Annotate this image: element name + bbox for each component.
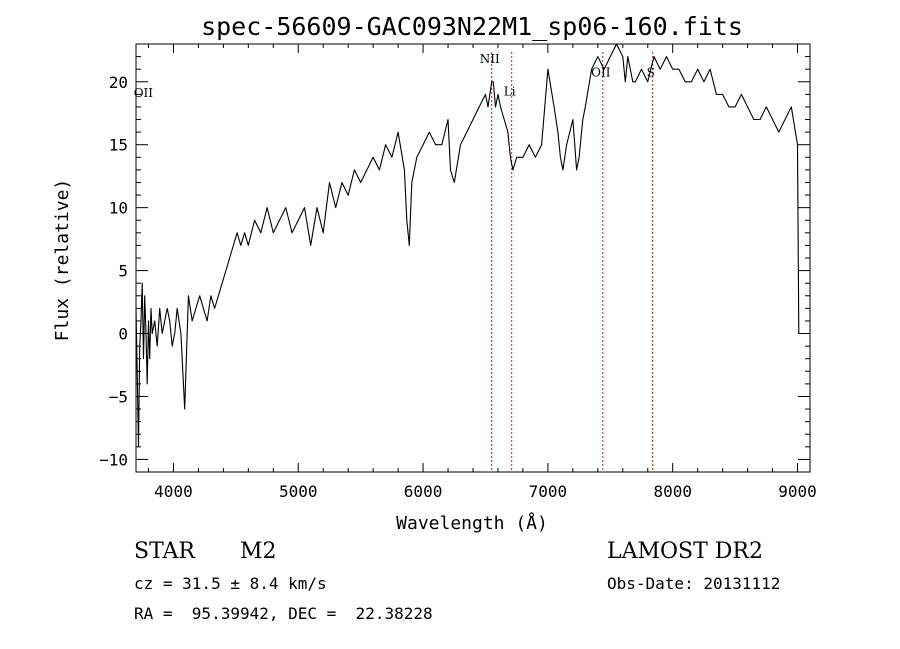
x-tick-label: 9000 xyxy=(778,482,817,501)
y-tick-label: 20 xyxy=(109,73,128,92)
line-marker-label: OII xyxy=(134,86,154,100)
obs-date-label: Obs-Date: 20131112 xyxy=(607,574,781,593)
line-marker-label: Li xyxy=(504,85,516,99)
y-tick-label: 0 xyxy=(118,325,128,344)
x-tick-label: 4000 xyxy=(154,482,193,501)
x-tick-label: 7000 xyxy=(529,482,568,501)
spectrum-line xyxy=(135,43,800,448)
line-marker-label: OII xyxy=(591,66,611,80)
survey-label: LAMOST DR2 xyxy=(607,539,763,564)
plot-frame xyxy=(135,43,811,473)
axis-ticks: 4000 5000 6000 7000 8000 9000 −10 −5 0 5 10 15 20 xyxy=(99,43,817,501)
subclass-label: M2 xyxy=(240,539,277,564)
y-tick-label: −5 xyxy=(109,387,128,406)
y-axis-label: Flux (relative) xyxy=(52,179,73,342)
y-tick-label: 10 xyxy=(109,199,128,218)
y-tick-label: 5 xyxy=(118,262,128,281)
coordinates-label: RA = 95.39942, DEC = 22.38228 xyxy=(134,604,433,623)
x-tick-label: 5000 xyxy=(279,482,318,501)
chart-title: spec-56609-GAC093N22M1_sp06-160.fits xyxy=(201,12,743,41)
line-marker-label: NII xyxy=(480,52,500,66)
x-tick-label: 8000 xyxy=(653,482,692,501)
x-axis-label: Wavelength (Å) xyxy=(396,512,548,534)
y-tick-label: −10 xyxy=(99,450,128,469)
y-tick-label: 15 xyxy=(109,136,128,155)
x-tick-label: 6000 xyxy=(404,482,443,501)
object-class-label: STAR xyxy=(134,539,195,564)
redshift-label: cz = 31.5 ± 8.4 km/s xyxy=(134,574,327,593)
line-marker-label: S xyxy=(647,66,655,80)
line-markers: NII Li OII S OII xyxy=(134,52,655,472)
